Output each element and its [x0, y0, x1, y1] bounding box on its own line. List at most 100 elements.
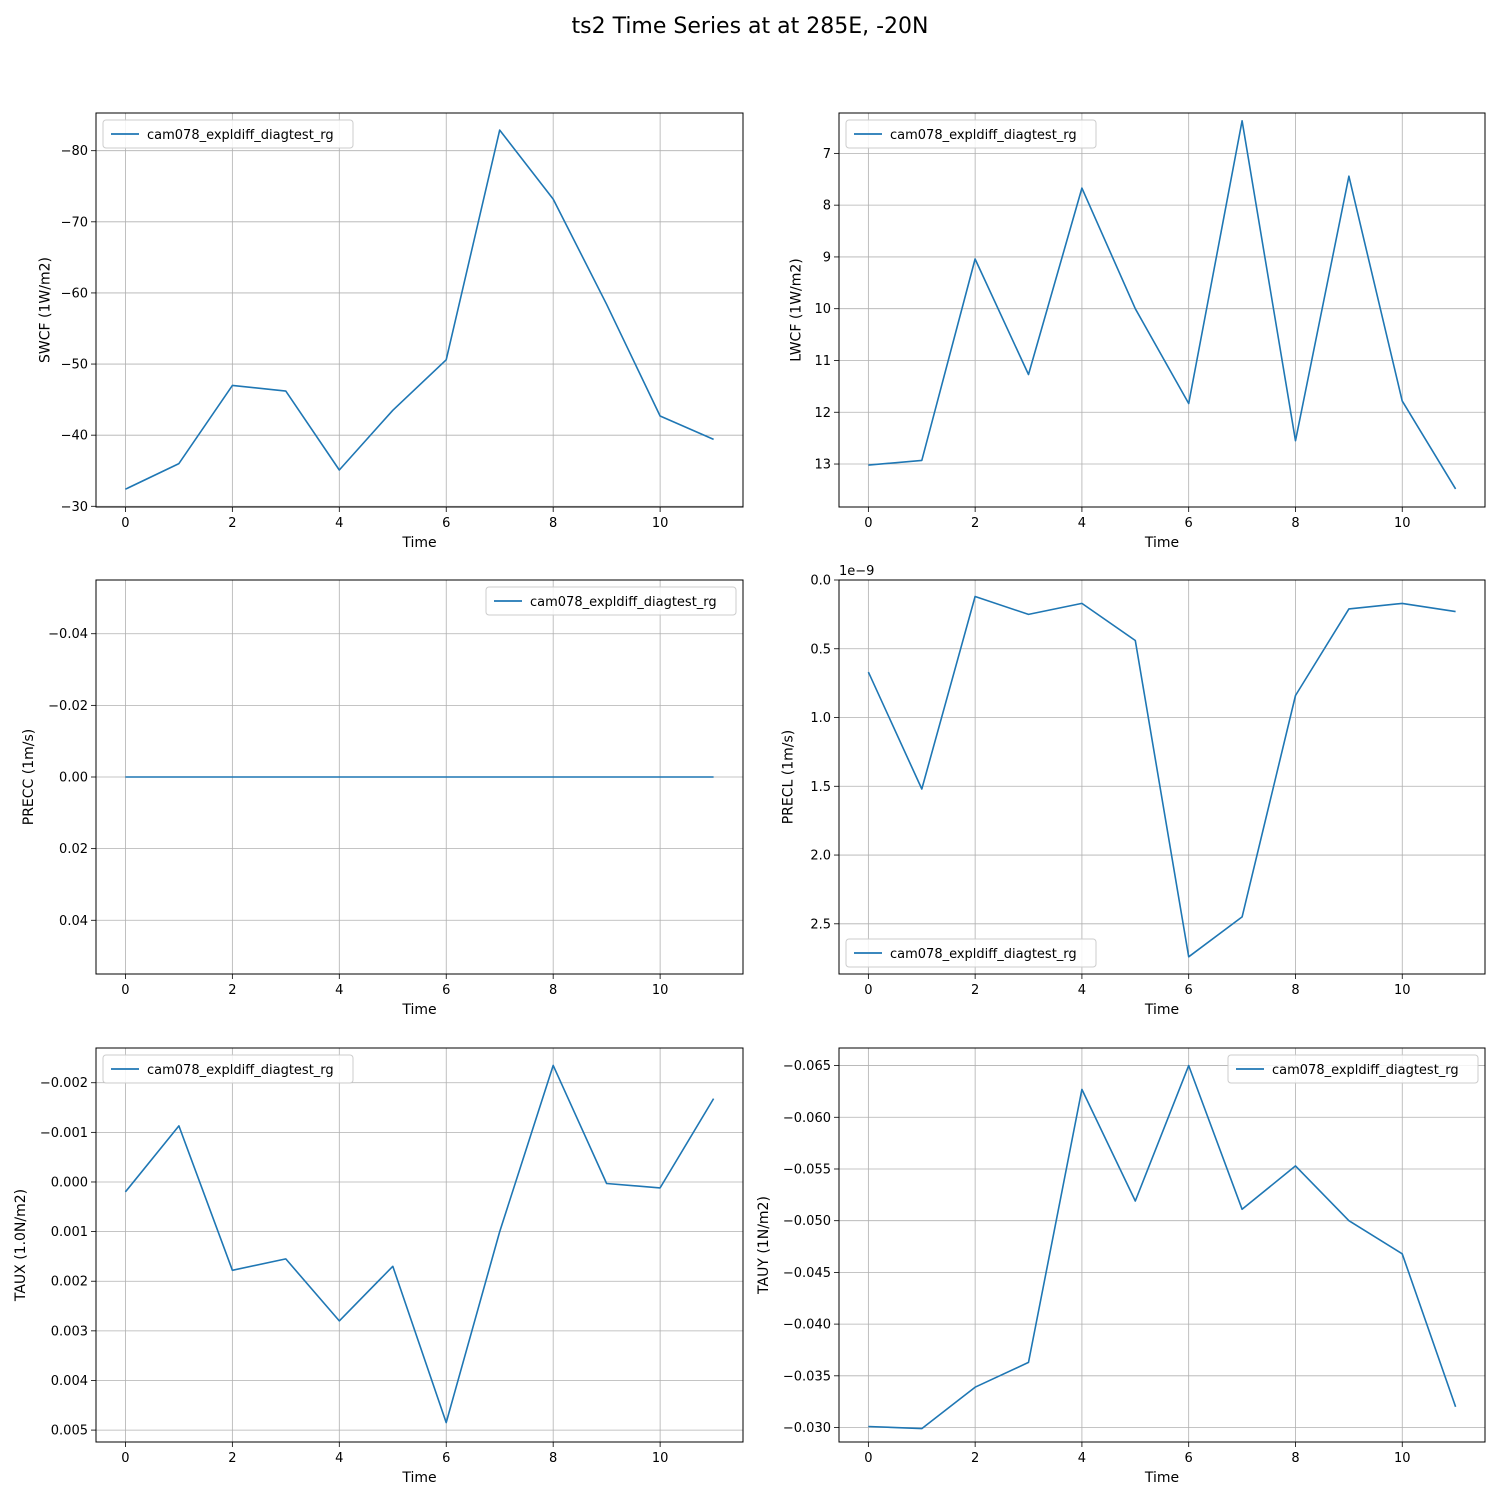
y-tick-label: 0.004 [51, 1374, 88, 1389]
x-tick-label: 4 [1078, 516, 1086, 531]
subplot-6: 0 2 4 6 8 10 −0.065 −0.060 −0.055 −0.050 −0.045 −0.… [756, 1047, 1486, 1486]
x-tick-label: 4 [335, 1451, 343, 1466]
y-offset-label: 1e−9 [839, 564, 874, 579]
series-line [868, 1064, 1457, 1430]
x-tick-label: 0 [121, 983, 129, 998]
y-axis-label: PRECC (1m/s) [21, 729, 37, 826]
y-tick-label: 7 [823, 147, 831, 162]
x-tick-label: 10 [652, 1451, 669, 1466]
x-tick-label: 0 [121, 516, 129, 531]
x-tick-label: 0 [864, 1451, 872, 1466]
legend-box [102, 119, 354, 149]
y-tick-label: −70 [61, 215, 88, 230]
y-tick-label: 0.02 [59, 842, 88, 857]
x-tick-label: 6 [1185, 516, 1193, 531]
y-tick-label: −40 [61, 429, 88, 444]
legend-box [485, 586, 737, 616]
subplot-1: 0 2 4 6 8 10 −80 −70 −60 −50 −40 −30 Time SWCF (1W/m2… [37, 112, 744, 551]
legend: cam078_expldiff_diagtest_rg [102, 1054, 354, 1084]
y-tick-label: 0.04 [59, 914, 88, 929]
y-tick-label: 0.5 [810, 642, 831, 657]
x-tick-label: 8 [549, 983, 557, 998]
y-axis-label: PRECL (1m/s) [780, 730, 796, 825]
x-axis-label: Time [1144, 1470, 1179, 1486]
y-tick-label: 0.001 [51, 1225, 88, 1240]
x-tick-label: 4 [1078, 1451, 1086, 1466]
x-tick-label: 10 [1394, 516, 1411, 531]
x-tick-label: 2 [971, 1451, 979, 1466]
y-tick-label: 2.0 [810, 849, 831, 864]
y-tick-label: −0.002 [40, 1076, 88, 1091]
y-tick-label: −0.050 [783, 1214, 831, 1229]
x-tick-label: 6 [442, 516, 450, 531]
x-tick-label: 2 [228, 516, 236, 531]
y-tick-label: −0.035 [783, 1369, 831, 1384]
x-tick-label: 8 [549, 516, 557, 531]
legend-label: cam078_expldiff_diagtest_rg [890, 947, 1077, 962]
subplot-4: 0 2 4 6 8 10 0.0 0.5 1.0 1.5 2.0 2.5 Time PRECL (1m/s… [780, 564, 1486, 1018]
legend-label: cam078_expldiff_diagtest_rg [147, 1063, 334, 1078]
x-tick-label: 8 [1291, 516, 1299, 531]
x-tick-label: 4 [1078, 983, 1086, 998]
x-tick-label: 6 [442, 983, 450, 998]
y-tick-label: −60 [61, 286, 88, 301]
y-tick-label: −0.065 [783, 1059, 831, 1074]
x-tick-label: 2 [971, 516, 979, 531]
legend-box [845, 119, 1097, 149]
legend-box [1227, 1054, 1479, 1084]
y-tick-label: −0.02 [48, 699, 88, 714]
x-tick-label: 10 [652, 516, 669, 531]
legend-box [102, 1054, 354, 1084]
y-tick-label: −0.04 [48, 627, 88, 642]
legend-box [845, 938, 1097, 968]
series-line [124, 1064, 715, 1424]
x-axis-label: Time [1144, 1002, 1179, 1018]
x-axis-label: Time [401, 535, 436, 551]
subplot-2: 0 2 4 6 8 10 7 8 9 10 11 12 13 Time LWCF (1W/m2) cam078… [789, 112, 1486, 551]
x-tick-label: 0 [864, 516, 872, 531]
x-axis-label: Time [1144, 535, 1179, 551]
y-axis-label: LWCF (1W/m2) [789, 258, 805, 362]
subplot-5: 0 2 4 6 8 10 −0.002 −0.001 0.000 0.001 0.002 0.003 0… [13, 1047, 744, 1486]
x-tick-label: 6 [442, 1451, 450, 1466]
x-tick-label: 8 [1291, 1451, 1299, 1466]
y-axis-label: SWCF (1W/m2) [37, 257, 53, 363]
y-tick-label: 13 [814, 458, 831, 473]
x-tick-label: 2 [228, 983, 236, 998]
axes-frame [95, 112, 744, 508]
x-tick-label: 4 [335, 516, 343, 531]
series-line [125, 129, 714, 490]
legend-label: cam078_expldiff_diagtest_rg [147, 128, 334, 143]
x-tick-label: 4 [335, 983, 343, 998]
legend: cam078_expldiff_diagtest_rg [102, 119, 354, 149]
y-tick-label: 12 [814, 406, 831, 421]
axes-frame [95, 1047, 744, 1443]
legend: cam078_expldiff_diagtest_rg [1227, 1054, 1479, 1084]
y-tick-label: 9 [823, 250, 831, 265]
y-tick-label: 0.003 [51, 1324, 88, 1339]
y-tick-label: 0.000 [51, 1175, 88, 1190]
x-tick-label: 10 [652, 983, 669, 998]
y-tick-label: −30 [61, 500, 88, 515]
legend: cam078_expldiff_diagtest_rg [845, 119, 1097, 149]
legend: cam078_expldiff_diagtest_rg [845, 938, 1097, 968]
axes-frame [838, 1047, 1486, 1443]
y-tick-label: −50 [61, 358, 88, 373]
legend: cam078_expldiff_diagtest_rg [485, 586, 737, 616]
x-tick-label: 2 [228, 1451, 236, 1466]
axes-frame [838, 579, 1486, 975]
axes-frame [95, 579, 744, 975]
axes-frame [838, 112, 1486, 508]
legend-label: cam078_expldiff_diagtest_rg [890, 128, 1077, 143]
figure-title: ts2 Time Series at at 285E, -20N [571, 14, 929, 39]
y-axis-label: TAUX (1.0N/m2) [13, 1189, 29, 1302]
x-tick-label: 8 [549, 1451, 557, 1466]
x-tick-label: 6 [1185, 983, 1193, 998]
series-line [867, 595, 1456, 958]
y-tick-label: −0.060 [783, 1111, 831, 1126]
y-tick-label: −0.055 [783, 1162, 831, 1177]
y-tick-label: 8 [823, 199, 831, 214]
y-axis-label: TAUY (1N/m2) [756, 1196, 772, 1295]
y-tick-label: 10 [814, 302, 831, 317]
